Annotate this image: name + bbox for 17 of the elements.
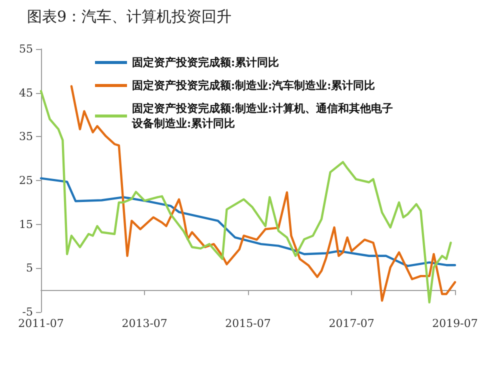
line-series xyxy=(40,177,456,268)
y-tick-label: 55 xyxy=(19,42,33,56)
x-tick-label: 2015-07 xyxy=(225,317,271,330)
y-tick-label: 35 xyxy=(19,130,33,144)
legend-label: 固定资产投资完成额:累计同比 xyxy=(132,56,280,69)
chart-title: 图表9：汽车、计算机投资回升 xyxy=(27,8,232,26)
x-tick-label: 2019-07 xyxy=(432,317,478,330)
x-tick-label: 2017-07 xyxy=(328,317,374,330)
x-tick-label: 2011-07 xyxy=(18,317,64,330)
legend-label: 固定资产投资完成额:制造业:汽车制造业:累计同比 xyxy=(132,79,376,92)
y-tick-label: -5 xyxy=(22,306,33,318)
y-tick-label: 15 xyxy=(19,218,33,231)
y-tick-label: 45 xyxy=(19,86,33,100)
y-tick-label: 25 xyxy=(19,174,33,187)
x-tick-label: 2013-07 xyxy=(122,317,168,330)
legend-label: 固定资产投资完成额:制造业:计算机、通信和其他电子设备制造业:累计同比 xyxy=(131,102,394,130)
y-tick-label: 5 xyxy=(26,262,33,275)
